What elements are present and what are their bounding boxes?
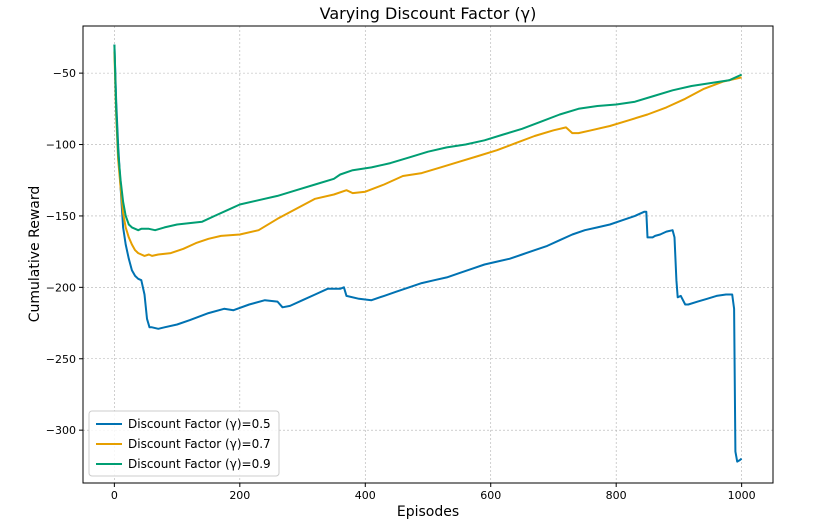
x-tick-label: 0	[111, 489, 118, 502]
legend-label-1: Discount Factor (γ)=0.7	[128, 437, 271, 451]
x-tick-label: 400	[355, 489, 376, 502]
grid-lines	[83, 26, 773, 483]
y-axis-ticks: −50 −100 −150 −200 −250 −300	[46, 67, 83, 437]
x-tick-label: 200	[229, 489, 250, 502]
y-tick-label: −200	[46, 281, 76, 294]
x-tick-label: 1000	[728, 489, 756, 502]
series-lines	[113, 44, 743, 463]
y-axis-label: Cumulative Reward	[27, 186, 43, 323]
x-axis-ticks: 0 200 400 600 800 1000	[111, 483, 756, 502]
plot-area-frame	[82, 25, 774, 484]
y-tick-label: −250	[46, 353, 76, 366]
legend: Discount Factor (γ)=0.5 Discount Factor (…	[88, 410, 280, 477]
y-tick-label: −50	[53, 67, 76, 80]
x-tick-label: 600	[480, 489, 501, 502]
legend-label-0: Discount Factor (γ)=0.5	[128, 417, 271, 431]
legend-box	[88, 410, 280, 477]
y-tick-label: −150	[46, 210, 76, 223]
y-tick-label: −100	[46, 139, 76, 152]
x-tick-label: 800	[606, 489, 627, 502]
chart-title: Varying Discount Factor (γ)	[320, 4, 537, 23]
x-axis-label: Episodes	[397, 504, 459, 520]
series-line-0	[113, 44, 743, 463]
y-tick-label: −300	[46, 424, 76, 437]
series-line-1	[113, 51, 742, 257]
legend-label-2: Discount Factor (γ)=0.9	[128, 457, 271, 471]
series-line-2	[113, 44, 743, 232]
